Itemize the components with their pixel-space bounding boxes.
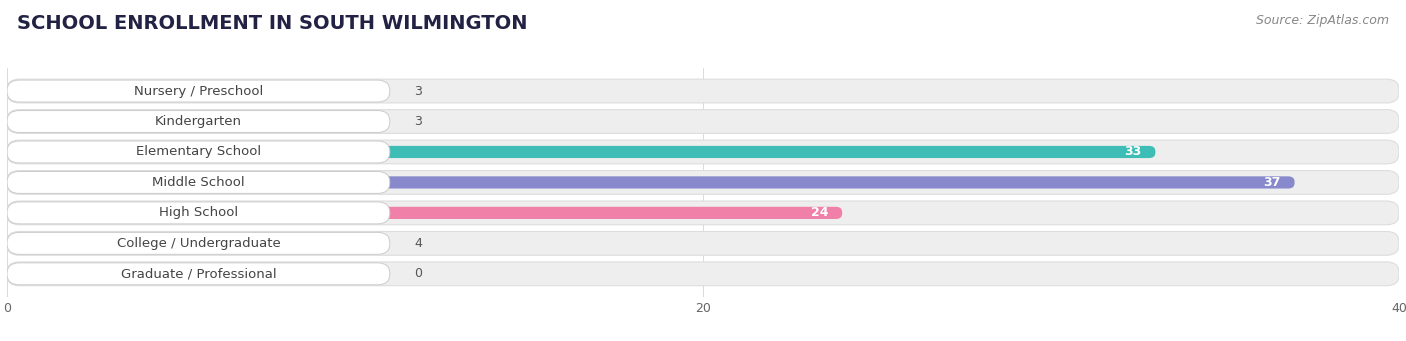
Text: Graduate / Professional: Graduate / Professional (121, 267, 276, 280)
FancyBboxPatch shape (7, 176, 1295, 189)
FancyBboxPatch shape (7, 140, 1399, 164)
FancyBboxPatch shape (7, 233, 389, 254)
FancyBboxPatch shape (7, 85, 111, 97)
FancyBboxPatch shape (7, 201, 1399, 225)
FancyBboxPatch shape (7, 110, 389, 132)
FancyBboxPatch shape (7, 115, 111, 128)
Text: High School: High School (159, 206, 238, 219)
Text: 33: 33 (1125, 146, 1142, 159)
FancyBboxPatch shape (7, 170, 1399, 194)
FancyBboxPatch shape (7, 79, 1399, 103)
Text: Kindergarten: Kindergarten (155, 115, 242, 128)
Text: 37: 37 (1263, 176, 1281, 189)
Text: College / Undergraduate: College / Undergraduate (117, 237, 280, 250)
Text: SCHOOL ENROLLMENT IN SOUTH WILMINGTON: SCHOOL ENROLLMENT IN SOUTH WILMINGTON (17, 14, 527, 33)
FancyBboxPatch shape (7, 232, 1399, 255)
FancyBboxPatch shape (7, 146, 1156, 158)
Text: Middle School: Middle School (152, 176, 245, 189)
Text: 4: 4 (415, 237, 422, 250)
FancyBboxPatch shape (7, 172, 389, 193)
FancyBboxPatch shape (7, 80, 389, 102)
FancyBboxPatch shape (7, 262, 1399, 286)
Text: Source: ZipAtlas.com: Source: ZipAtlas.com (1256, 14, 1389, 27)
Text: 24: 24 (811, 206, 828, 219)
FancyBboxPatch shape (7, 141, 389, 163)
FancyBboxPatch shape (7, 109, 1399, 133)
Text: 0: 0 (415, 267, 422, 280)
FancyBboxPatch shape (7, 202, 389, 224)
Text: 3: 3 (415, 85, 422, 98)
Text: Nursery / Preschool: Nursery / Preschool (134, 85, 263, 98)
Text: 3: 3 (415, 115, 422, 128)
Text: Elementary School: Elementary School (136, 146, 262, 159)
FancyBboxPatch shape (7, 237, 146, 250)
FancyBboxPatch shape (7, 207, 842, 219)
FancyBboxPatch shape (7, 263, 389, 285)
